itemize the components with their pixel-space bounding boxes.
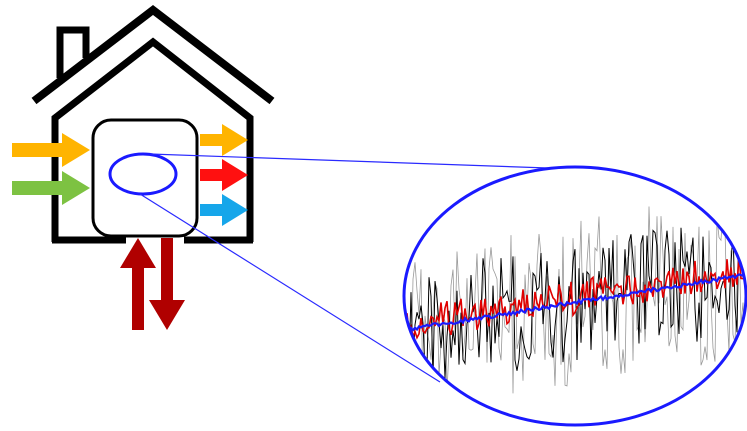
zoom-line-top xyxy=(149,153,549,169)
arrow-green-in xyxy=(12,171,90,205)
arrows xyxy=(12,124,248,330)
roof-inner-wall-left xyxy=(51,37,254,242)
arrow-orange-in xyxy=(12,133,90,167)
signal-smoothed xyxy=(405,256,745,340)
system-box xyxy=(91,118,199,238)
arrow-down xyxy=(149,238,185,330)
roof-outer xyxy=(31,4,275,105)
arrow-up xyxy=(120,238,156,330)
house xyxy=(31,4,275,244)
arrow-orange-out xyxy=(200,124,248,156)
signal-noise xyxy=(405,226,745,379)
chimney xyxy=(56,26,90,78)
arrow-red-out xyxy=(200,159,248,191)
zoom-lens xyxy=(402,165,747,427)
zoom-source xyxy=(108,152,178,196)
signal-trend xyxy=(405,273,745,334)
zoom-line-bottom xyxy=(139,193,441,383)
signal-view xyxy=(405,206,745,408)
arrow-blue-out xyxy=(200,194,248,226)
